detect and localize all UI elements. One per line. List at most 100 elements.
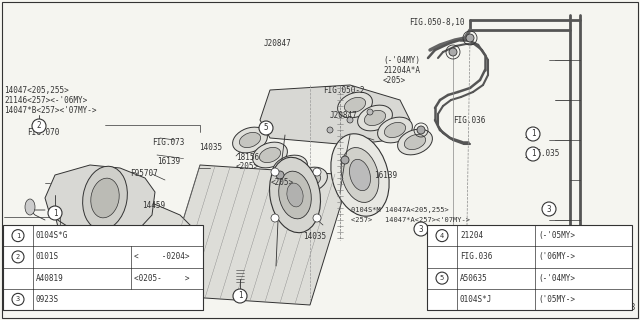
Ellipse shape: [358, 105, 392, 131]
Circle shape: [341, 156, 349, 164]
Circle shape: [271, 214, 279, 222]
Ellipse shape: [378, 117, 412, 143]
Text: 4: 4: [568, 241, 572, 250]
Text: ('06MY->: ('06MY->: [538, 252, 575, 261]
Circle shape: [449, 48, 457, 56]
Text: 1: 1: [531, 130, 535, 139]
Text: FIG.036: FIG.036: [453, 116, 485, 125]
Text: 21204A*A: 21204A*A: [383, 66, 420, 75]
Text: <205>: <205>: [271, 178, 294, 187]
Text: 5: 5: [264, 124, 268, 132]
Bar: [3, 225, 203, 310]
Text: 1: 1: [531, 149, 535, 158]
Text: J20847: J20847: [330, 111, 358, 120]
Text: (-'04MY): (-'04MY): [383, 56, 420, 65]
Circle shape: [271, 168, 279, 176]
Circle shape: [446, 247, 460, 261]
Polygon shape: [55, 190, 200, 275]
Ellipse shape: [253, 142, 287, 168]
Circle shape: [12, 251, 24, 263]
Circle shape: [459, 281, 473, 295]
Text: 16139: 16139: [157, 157, 180, 166]
Text: ('05MY->: ('05MY->: [538, 295, 575, 304]
Text: 16139: 16139: [374, 171, 397, 180]
Text: A50635: A50635: [460, 274, 488, 283]
Text: 18156: 18156: [236, 153, 259, 162]
Ellipse shape: [91, 178, 119, 218]
Text: 0923S: 0923S: [36, 295, 59, 304]
Ellipse shape: [25, 199, 35, 215]
Circle shape: [12, 230, 24, 242]
Circle shape: [526, 147, 540, 161]
Text: 0104S*G: 0104S*G: [36, 231, 68, 240]
Circle shape: [233, 289, 247, 303]
Circle shape: [48, 206, 62, 220]
Text: 14459: 14459: [142, 201, 165, 210]
Text: 0104S*M 14047A<205,255>: 0104S*M 14047A<205,255>: [351, 207, 449, 213]
Ellipse shape: [385, 123, 406, 138]
Text: 21146<257><-'06MY>: 21146<257><-'06MY>: [4, 96, 87, 105]
Polygon shape: [160, 165, 350, 305]
Text: 2: 2: [36, 122, 42, 131]
Polygon shape: [45, 165, 155, 235]
Text: 0101S: 0101S: [36, 252, 59, 261]
Ellipse shape: [364, 110, 386, 125]
Text: (-'05MY>: (-'05MY>: [538, 231, 575, 240]
Ellipse shape: [280, 160, 301, 176]
Text: 3: 3: [464, 284, 468, 292]
Circle shape: [313, 168, 321, 176]
Text: <0205-     >: <0205- >: [134, 274, 189, 283]
Circle shape: [436, 272, 448, 284]
Text: 1: 1: [237, 292, 243, 300]
Text: 14047<205,255>: 14047<205,255>: [4, 86, 68, 95]
Circle shape: [12, 293, 24, 305]
Ellipse shape: [397, 129, 433, 155]
Text: FIG.050-8,10: FIG.050-8,10: [409, 18, 465, 27]
Text: A40819: A40819: [36, 274, 64, 283]
Circle shape: [526, 127, 540, 141]
Ellipse shape: [239, 132, 260, 148]
Circle shape: [436, 230, 448, 242]
Text: 14035: 14035: [303, 232, 326, 241]
Text: 1: 1: [50, 258, 54, 267]
Ellipse shape: [337, 92, 372, 118]
Circle shape: [563, 238, 577, 252]
Circle shape: [32, 119, 46, 133]
Ellipse shape: [349, 159, 371, 191]
Text: 3: 3: [547, 204, 551, 213]
Circle shape: [417, 126, 425, 134]
Ellipse shape: [278, 171, 311, 219]
Ellipse shape: [331, 134, 389, 216]
Ellipse shape: [300, 172, 321, 188]
Text: <     -0204>: < -0204>: [134, 252, 189, 261]
Text: FIG.070: FIG.070: [27, 128, 60, 137]
Ellipse shape: [404, 134, 426, 149]
Polygon shape: [260, 85, 410, 145]
Ellipse shape: [259, 148, 280, 163]
Circle shape: [327, 127, 333, 133]
Circle shape: [259, 121, 273, 135]
Text: J20847: J20847: [264, 39, 292, 48]
Text: (-'04MY>: (-'04MY>: [538, 274, 575, 283]
Text: FIG.036: FIG.036: [460, 252, 492, 261]
Text: 3: 3: [451, 250, 455, 259]
Text: <205>: <205>: [383, 76, 406, 85]
Text: 3: 3: [16, 296, 20, 302]
Ellipse shape: [292, 167, 328, 193]
Circle shape: [542, 202, 556, 216]
Ellipse shape: [232, 127, 268, 153]
Text: 2: 2: [16, 254, 20, 260]
Ellipse shape: [83, 166, 127, 230]
Text: 14035: 14035: [199, 143, 222, 152]
Circle shape: [414, 222, 428, 236]
Circle shape: [313, 214, 321, 222]
Bar: [427, 225, 632, 310]
Circle shape: [347, 117, 353, 123]
Text: <205>: <205>: [236, 162, 259, 171]
Text: 21204: 21204: [460, 231, 483, 240]
Text: 0104S*J: 0104S*J: [460, 295, 492, 304]
Text: FIG.035: FIG.035: [527, 149, 559, 158]
Ellipse shape: [269, 157, 321, 233]
Ellipse shape: [273, 155, 307, 181]
Text: A050001378: A050001378: [589, 303, 636, 312]
